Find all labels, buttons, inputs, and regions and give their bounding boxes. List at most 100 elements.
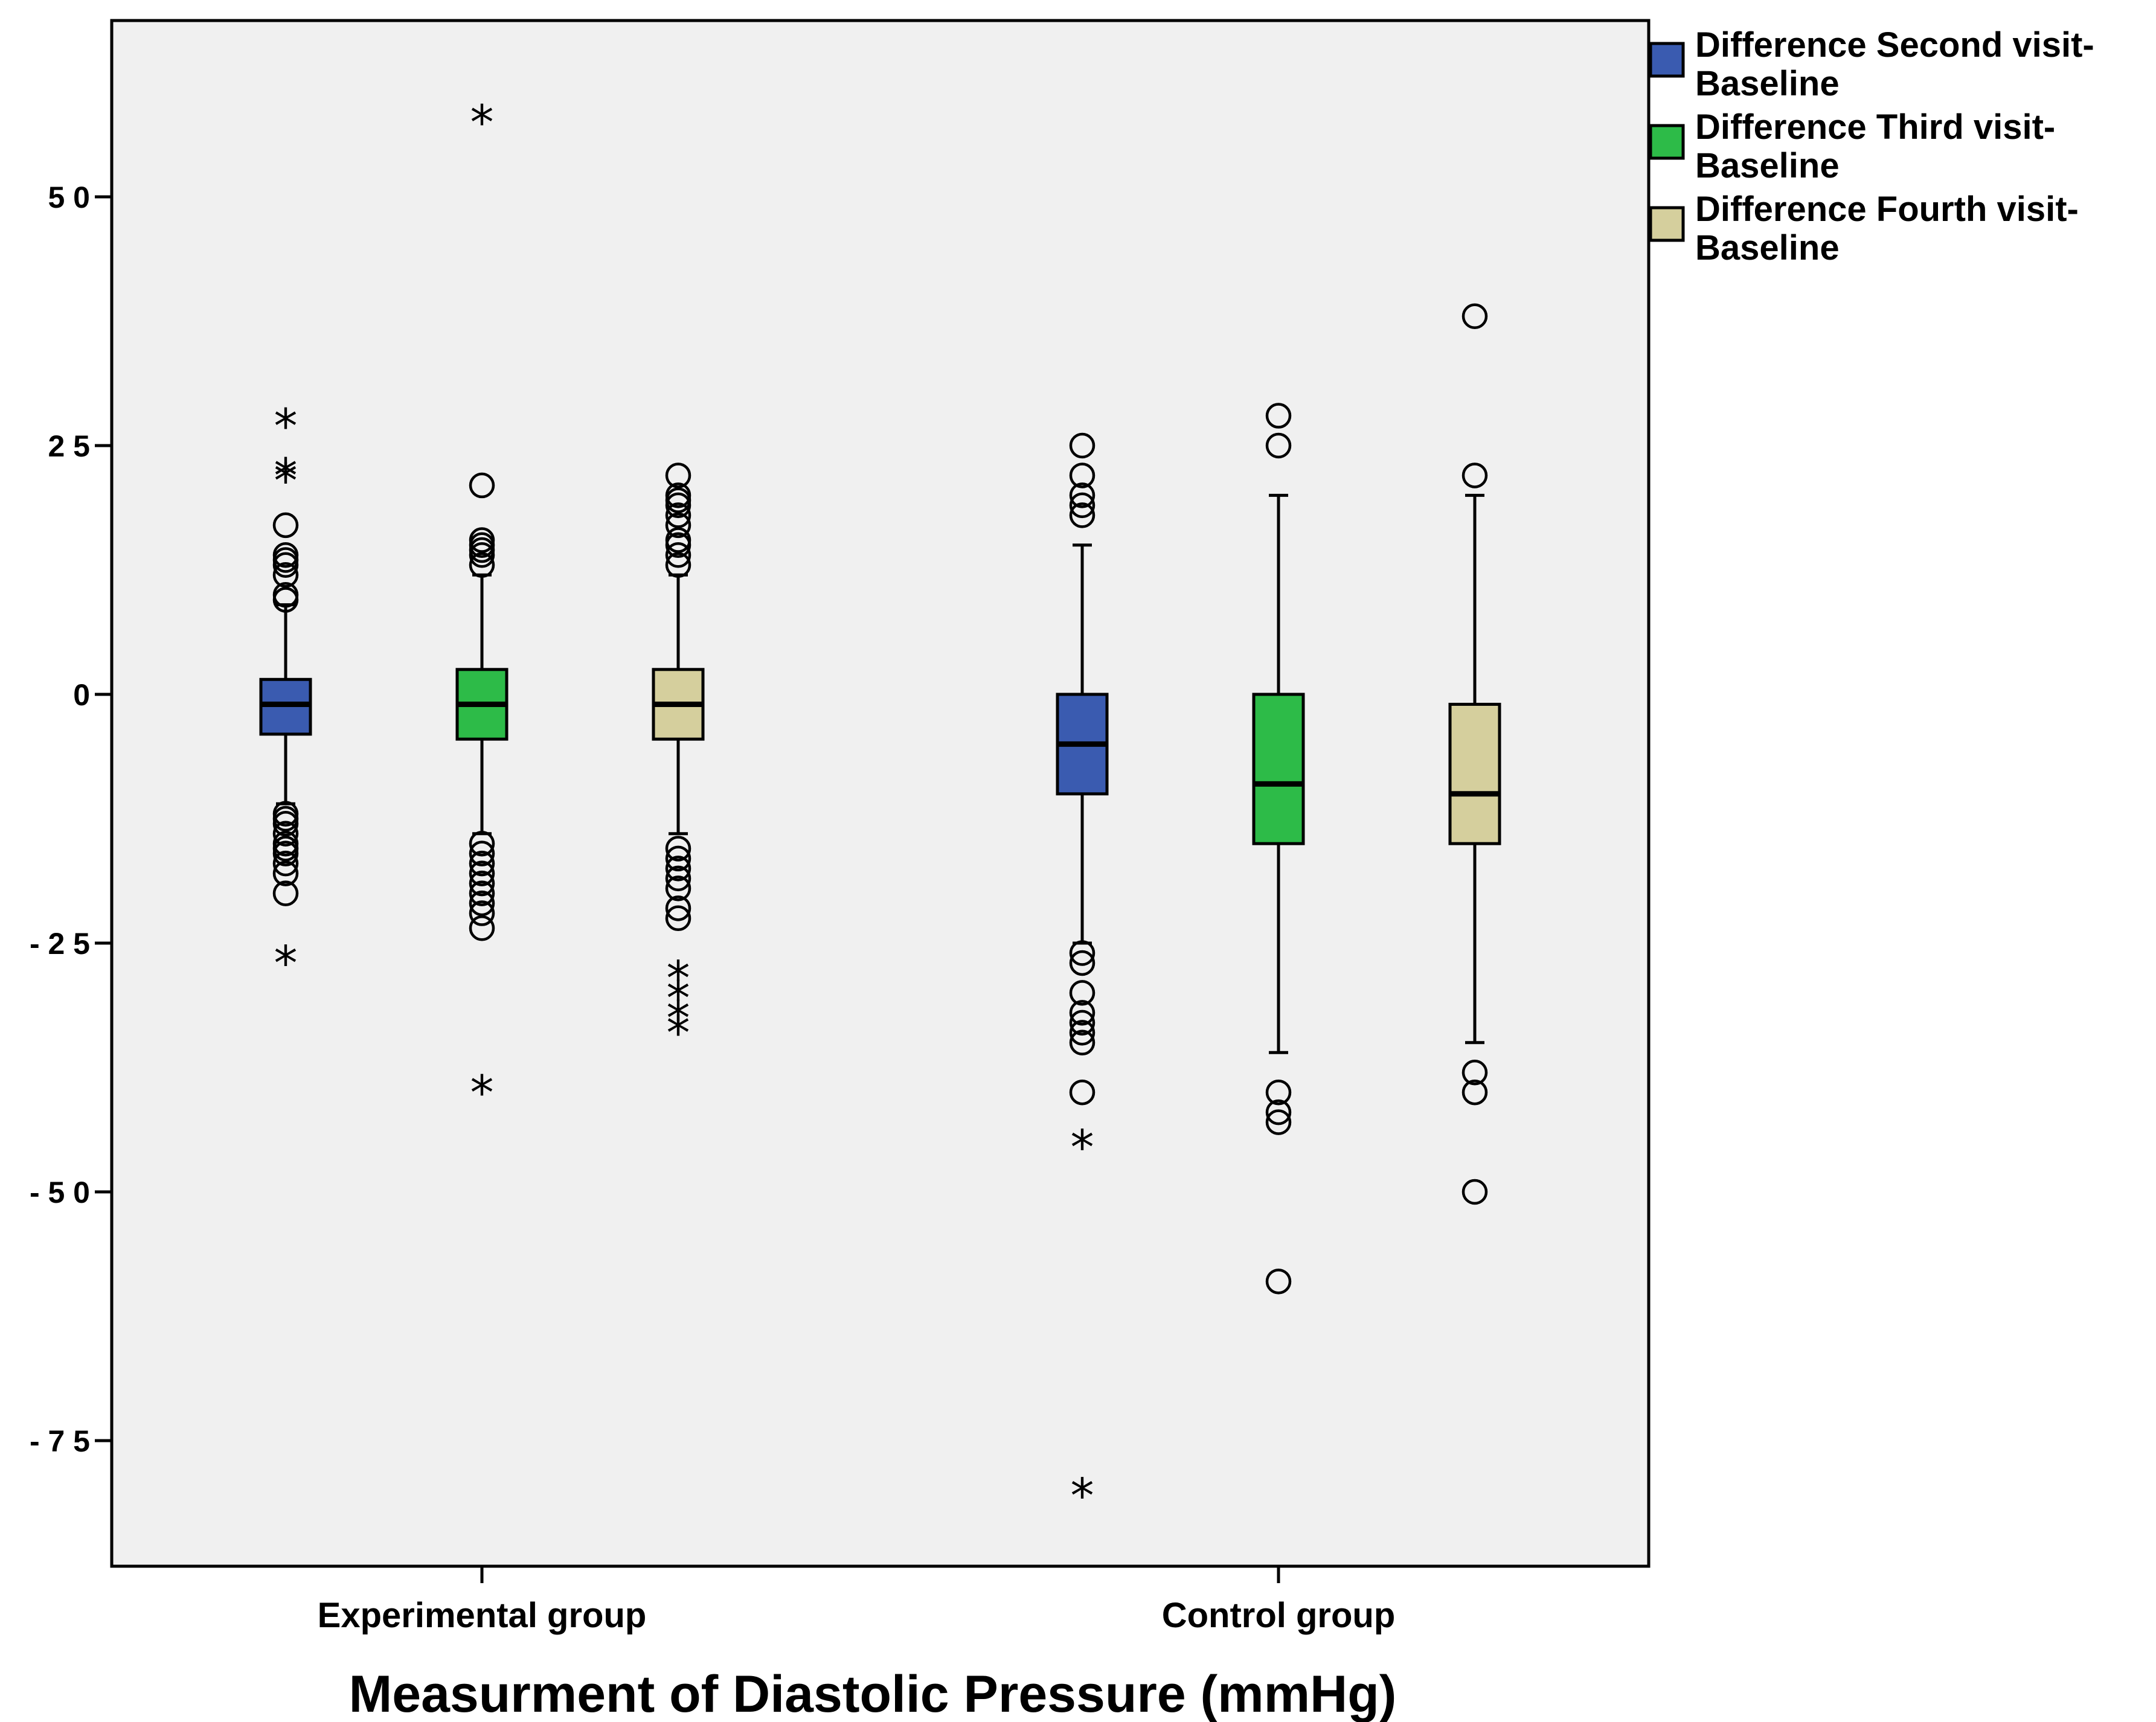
outlier-point — [665, 895, 691, 921]
outlier-point — [1069, 940, 1096, 966]
outlier-point — [1461, 463, 1488, 488]
plot-area — [110, 19, 1651, 1568]
outlier-point — [469, 860, 495, 886]
y-axis: 5 0 2 5 0 - 2 5 - 5 0 - 7 5 — [30, 181, 112, 1458]
outlier-point — [469, 472, 495, 499]
outlier-point — [469, 552, 495, 578]
extreme-point: * — [470, 96, 494, 150]
extreme-point: * — [274, 449, 298, 504]
outlier-point — [1265, 403, 1292, 429]
chart-title: Measurment of Diastolic Pressure (mmHg) — [349, 1665, 1397, 1722]
outlier-point — [1265, 1099, 1292, 1125]
extreme-point: * — [667, 971, 690, 1026]
outlier-point — [272, 880, 299, 906]
legend-label-line2: Baseline — [1695, 228, 1840, 267]
y-tick-label: 0 — [73, 678, 90, 712]
extreme-point: * — [1071, 1121, 1094, 1176]
x-axis: Experimental group Control group — [318, 1566, 1396, 1635]
outlier-point — [1069, 463, 1096, 488]
outlier-point — [469, 900, 495, 926]
outlier-point — [1265, 1079, 1292, 1106]
outlier-point — [1069, 980, 1096, 1006]
iqr-box — [1252, 693, 1305, 845]
iqr-box — [1448, 702, 1501, 845]
outlier-point — [1069, 1029, 1096, 1056]
extreme-point: * — [470, 1066, 494, 1121]
outlier-point — [1069, 1010, 1096, 1036]
outlier-point — [1069, 482, 1096, 508]
legend-label-line1: Difference Fourth visit- — [1695, 190, 2079, 229]
outlier-point — [665, 502, 691, 528]
legend-swatch — [1649, 206, 1685, 242]
outlier-point — [665, 552, 691, 578]
outlier-point — [1461, 1079, 1488, 1106]
outlier-point — [1069, 1079, 1096, 1106]
y-tick-label: 2 5 — [48, 429, 90, 463]
outlier-point — [665, 875, 691, 901]
box-group: ** — [455, 96, 509, 1121]
outlier-point — [665, 836, 691, 862]
outlier-point — [1069, 1020, 1096, 1046]
outlier-point — [665, 865, 691, 892]
outlier-point — [1265, 1269, 1292, 1295]
outlier-point — [665, 532, 691, 559]
outlier-point — [272, 587, 299, 613]
legend-swatch — [1649, 124, 1685, 160]
extreme-point: * — [1071, 1469, 1094, 1523]
legend: Difference Second visit-BaselineDifferen… — [1649, 25, 2094, 267]
x-category-label: Experimental group — [318, 1596, 647, 1635]
extreme-point: * — [667, 952, 690, 1006]
legend-item: Difference Second visit-Baseline — [1649, 25, 2094, 103]
outlier-point — [469, 850, 495, 877]
legend-label-line1: Difference Second visit- — [1695, 25, 2094, 65]
outlier-point — [272, 850, 299, 877]
y-tick-label: - 2 5 — [30, 927, 90, 961]
outlier-point — [272, 840, 299, 866]
box-group — [1252, 403, 1305, 1295]
box-group: ** — [1056, 432, 1109, 1523]
legend-label-line2: Baseline — [1695, 64, 1840, 103]
outlier-point — [469, 890, 495, 917]
legend-label-line2: Baseline — [1695, 146, 1840, 185]
outlier-point — [272, 552, 299, 578]
outlier-point — [272, 810, 299, 837]
outlier-point — [1069, 432, 1096, 459]
x-category-label: Control group — [1162, 1596, 1396, 1635]
outlier-point — [665, 856, 691, 882]
legend-item: Difference Fourth visit-Baseline — [1649, 190, 2079, 267]
box-group: **** — [259, 400, 312, 991]
extreme-point: * — [274, 937, 298, 991]
outlier-point — [469, 840, 495, 866]
chart-marks: ************ — [259, 96, 1501, 1523]
outlier-point — [1461, 303, 1488, 330]
legend-swatch — [1649, 42, 1685, 78]
outlier-point — [272, 860, 299, 886]
outlier-point — [665, 463, 691, 488]
outlier-point — [1265, 1109, 1292, 1135]
extreme-point: * — [667, 991, 690, 1046]
outlier-point — [1461, 1059, 1488, 1086]
outlier-point — [469, 870, 495, 897]
outlier-point — [665, 905, 691, 932]
outlier-point — [469, 915, 495, 941]
outlier-point — [272, 512, 299, 539]
outlier-point — [272, 821, 299, 847]
outlier-point — [469, 880, 495, 906]
outlier-point — [665, 542, 691, 568]
box-group — [1448, 303, 1501, 1205]
outlier-point — [1265, 432, 1292, 459]
y-tick-label: 5 0 — [48, 181, 90, 214]
y-tick-label: - 5 0 — [30, 1176, 90, 1209]
legend-item: Difference Third visit-Baseline — [1649, 107, 2055, 185]
outlier-point — [665, 492, 691, 519]
extreme-point: * — [667, 1007, 690, 1061]
outlier-point — [469, 830, 495, 857]
extreme-point: * — [274, 400, 298, 454]
outlier-point — [1069, 1000, 1096, 1026]
box-group: **** — [652, 463, 705, 1061]
outlier-point — [665, 512, 691, 539]
legend-label-line1: Difference Third visit- — [1695, 107, 2055, 147]
outlier-point — [469, 542, 495, 568]
outlier-point — [1069, 950, 1096, 976]
